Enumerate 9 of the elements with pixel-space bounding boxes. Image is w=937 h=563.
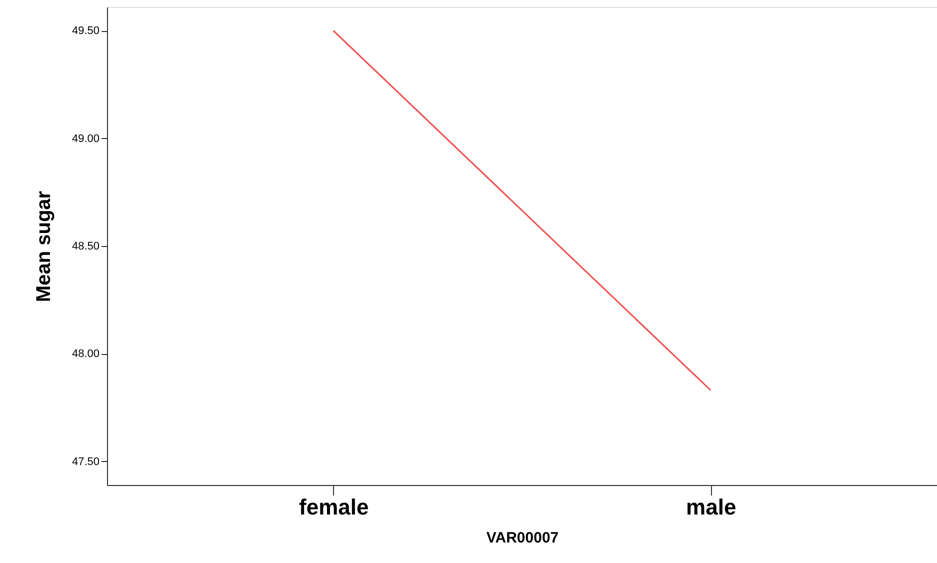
x-tick-label: male — [686, 494, 736, 520]
y-tick-label: 48.00 — [72, 348, 100, 360]
y-tick-label: 49.00 — [72, 132, 100, 145]
x-axis-title: VAR00007 — [486, 530, 559, 546]
x-tick-label: female — [299, 494, 369, 520]
y-axis-title: Mean sugar — [32, 190, 55, 302]
y-tick-label: 47.50 — [72, 456, 100, 468]
y-tick-label: 48.50 — [72, 240, 100, 252]
y-tick-label: 49.50 — [72, 25, 100, 38]
